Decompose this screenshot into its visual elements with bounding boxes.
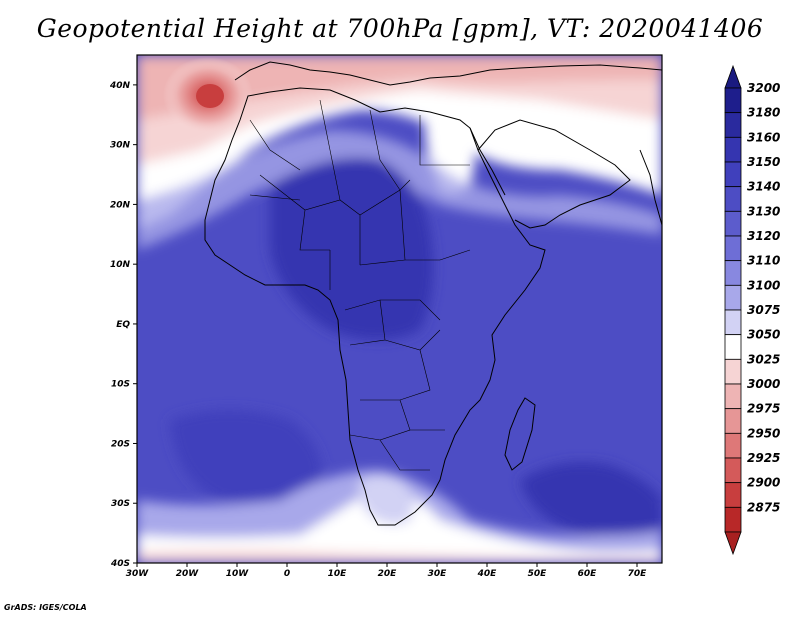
x-tick-label: 70E (628, 569, 648, 579)
border-north-africa (249, 99, 470, 201)
colorbar-label: 2875 (747, 500, 780, 514)
colorbar-swatch (724, 136, 742, 163)
colorbar-top-cap (724, 64, 742, 89)
colorbar-label: 3160 (747, 130, 780, 144)
colorbar-swatch (724, 235, 742, 262)
x-tick-label: 10W (226, 569, 250, 579)
colorbar-swatch (724, 506, 742, 533)
colorbar-label: 3025 (747, 352, 780, 366)
colorbar-swatch (724, 482, 742, 508)
y-tick-label: 10N (110, 260, 131, 270)
colorbar-swatch (724, 210, 742, 237)
colorbar-label: 2975 (747, 402, 780, 416)
grads-credit: GrADS: IGES/COLA (4, 603, 87, 612)
x-tick-label: 20E (378, 569, 398, 579)
x-tick-label: 60E (578, 569, 598, 579)
field-south-pink-band (137, 550, 662, 563)
colorbar-label: 3075 (747, 303, 780, 317)
y-tick-label: 30N (110, 141, 131, 151)
colorbar-label: 3050 (747, 328, 780, 342)
colorbar-label: 2925 (747, 451, 780, 465)
y-tick-label: 20S (111, 439, 130, 449)
colorbar-swatch (724, 284, 742, 311)
field-south-white-band (137, 485, 662, 563)
colorbar-label: 2950 (747, 426, 780, 440)
height-field (137, 55, 662, 563)
colorbar-swatch (724, 334, 742, 360)
field-indian-ocean-high (520, 462, 662, 542)
y-tick-label: 40S (110, 559, 130, 569)
arabia-coastline (477, 119, 631, 229)
field-cutoff-low-core (196, 84, 224, 108)
colorbar-swatch (724, 112, 742, 138)
colorbar-label: 3200 (747, 81, 780, 95)
x-tick-label: 10E (328, 569, 348, 579)
colorbar-label: 3150 (747, 155, 780, 169)
india-coastline (639, 149, 662, 226)
x-tick-label: 20W (176, 569, 200, 579)
field-central-high (270, 157, 434, 340)
colorbar-label: 3120 (747, 229, 780, 243)
colorbar-swatch (724, 432, 742, 459)
colorbar-swatch (724, 358, 742, 385)
colorbar-swatch (724, 186, 742, 212)
field-north-light-blue (137, 130, 662, 250)
colorbar-swatch (724, 383, 742, 410)
x-axis-ticks: 30W 20W 10W 0 10E 20E 30E 40E 50E 60E 70E (126, 563, 647, 579)
field-south-africa-lobe (358, 475, 414, 524)
x-tick-label: 30E (428, 569, 448, 579)
europe-coastline (234, 61, 662, 86)
colorbar-label: 2900 (747, 476, 780, 490)
x-tick-label: 40E (477, 569, 498, 579)
colorbar-swatch (724, 87, 742, 114)
border-west-africa (249, 174, 471, 290)
field-south-atlantic-high (170, 410, 322, 504)
colorbar-label: 3140 (747, 180, 780, 194)
madagascar-coastline (504, 397, 536, 471)
colorbar-swatch (724, 309, 742, 336)
y-tick-label: 30S (111, 499, 130, 509)
red-sea-coast (469, 127, 506, 196)
y-tick-label: 20N (110, 200, 131, 210)
field-north-rose-band (137, 55, 662, 120)
y-tick-label: 10S (111, 380, 130, 390)
colorbar-swatch (724, 260, 742, 286)
colorbar-label: 3130 (747, 204, 780, 218)
coastlines (204, 61, 662, 526)
y-axis-ticks: 40N 30N 20N 10N EQ 10S 20S 30S 40S (109, 81, 137, 569)
colorbar-swatch (724, 457, 742, 484)
map-title: Geopotential Height at 700hPa [gpm], VT:… (36, 14, 764, 43)
colorbar-label: 3100 (747, 278, 780, 292)
colorbar-label: 3000 (747, 377, 780, 391)
x-tick-label: 0 (284, 569, 290, 579)
colorbar-label: 3180 (747, 106, 780, 120)
colorbar-swatch (724, 161, 742, 188)
colorbar-label: 3110 (747, 254, 780, 268)
colorbar-bottom-cap (724, 531, 742, 556)
map-frame (136, 54, 663, 564)
x-tick-label: 30W (126, 569, 150, 579)
y-tick-label: 40N (109, 81, 131, 91)
colorbar-swatch (724, 408, 742, 434)
y-tick-label: EQ (116, 320, 130, 330)
x-tick-label: 50E (528, 569, 548, 579)
border-central-africa (344, 299, 445, 471)
